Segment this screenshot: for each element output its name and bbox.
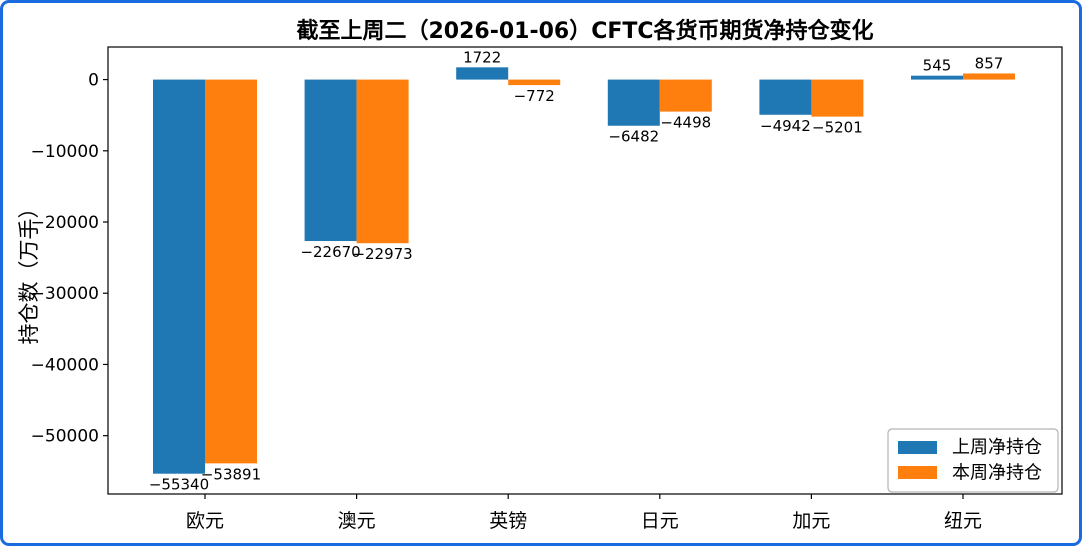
bar-value-label: −4498 — [660, 114, 711, 132]
bar-本周净持仓-欧元 — [205, 79, 257, 464]
bar-本周净持仓-纽元 — [963, 73, 1015, 80]
bar-value-label: −53891 — [201, 465, 261, 483]
bar-value-label: −55340 — [149, 476, 209, 494]
chart-title: 截至上周二（2026-01-06）CFTC各货币期货净持仓变化 — [296, 18, 873, 44]
x-tick-label: 澳元 — [338, 510, 376, 532]
y-axis-label: 持仓数（万手） — [17, 198, 41, 345]
bar-value-label: −772 — [514, 87, 555, 105]
bar-上周净持仓-澳元 — [304, 79, 357, 242]
bar-value-label: −6482 — [608, 128, 659, 146]
bar-本周净持仓-日元 — [659, 79, 712, 112]
bar-value-label: −5201 — [812, 119, 863, 137]
x-tick-label: 纽元 — [944, 510, 982, 532]
x-tick-label: 英镑 — [489, 510, 527, 532]
bar-上周净持仓-英镑 — [456, 67, 509, 80]
bar-value-label: 545 — [923, 57, 952, 75]
legend-swatch-本周净持仓 — [898, 466, 937, 479]
bar-本周净持仓-英镑 — [508, 79, 561, 86]
axes-spines — [107, 46, 1063, 495]
bar-value-label: −4942 — [760, 117, 811, 135]
bar-上周净持仓-日元 — [607, 79, 660, 126]
x-tick-label: 日元 — [641, 510, 679, 532]
bar-本周净持仓-加元 — [811, 79, 864, 117]
bar-value-label: −22670 — [300, 243, 360, 261]
plot-area: −55340 −22670 1722 −6482 −4942 545 −53891 −2297… — [31, 46, 1063, 532]
x-tick-label: 欧元 — [186, 510, 224, 532]
y-tick-label: −40000 — [31, 355, 99, 375]
bar-上周净持仓-欧元 — [153, 79, 205, 474]
legend-label: 上周净持仓 — [952, 437, 1042, 458]
legend-swatch-上周净持仓 — [898, 441, 937, 454]
x-tick-label: 加元 — [792, 510, 830, 532]
y-tick-label: −50000 — [31, 427, 99, 447]
y-tick-label: −20000 — [31, 213, 99, 233]
bar-value-label: −22973 — [352, 245, 412, 263]
legend-label: 本周净持仓 — [952, 463, 1042, 484]
bar-value-label: 1722 — [463, 48, 501, 66]
y-tick-label: 0 — [88, 71, 99, 91]
bar-本周净持仓-澳元 — [356, 79, 409, 244]
y-tick-label: −10000 — [31, 142, 99, 162]
bar-value-label: 857 — [975, 54, 1004, 72]
y-tick-label: −30000 — [31, 284, 99, 304]
bar-上周净持仓-加元 — [759, 79, 812, 115]
bar-上周净持仓-纽元 — [911, 75, 963, 80]
